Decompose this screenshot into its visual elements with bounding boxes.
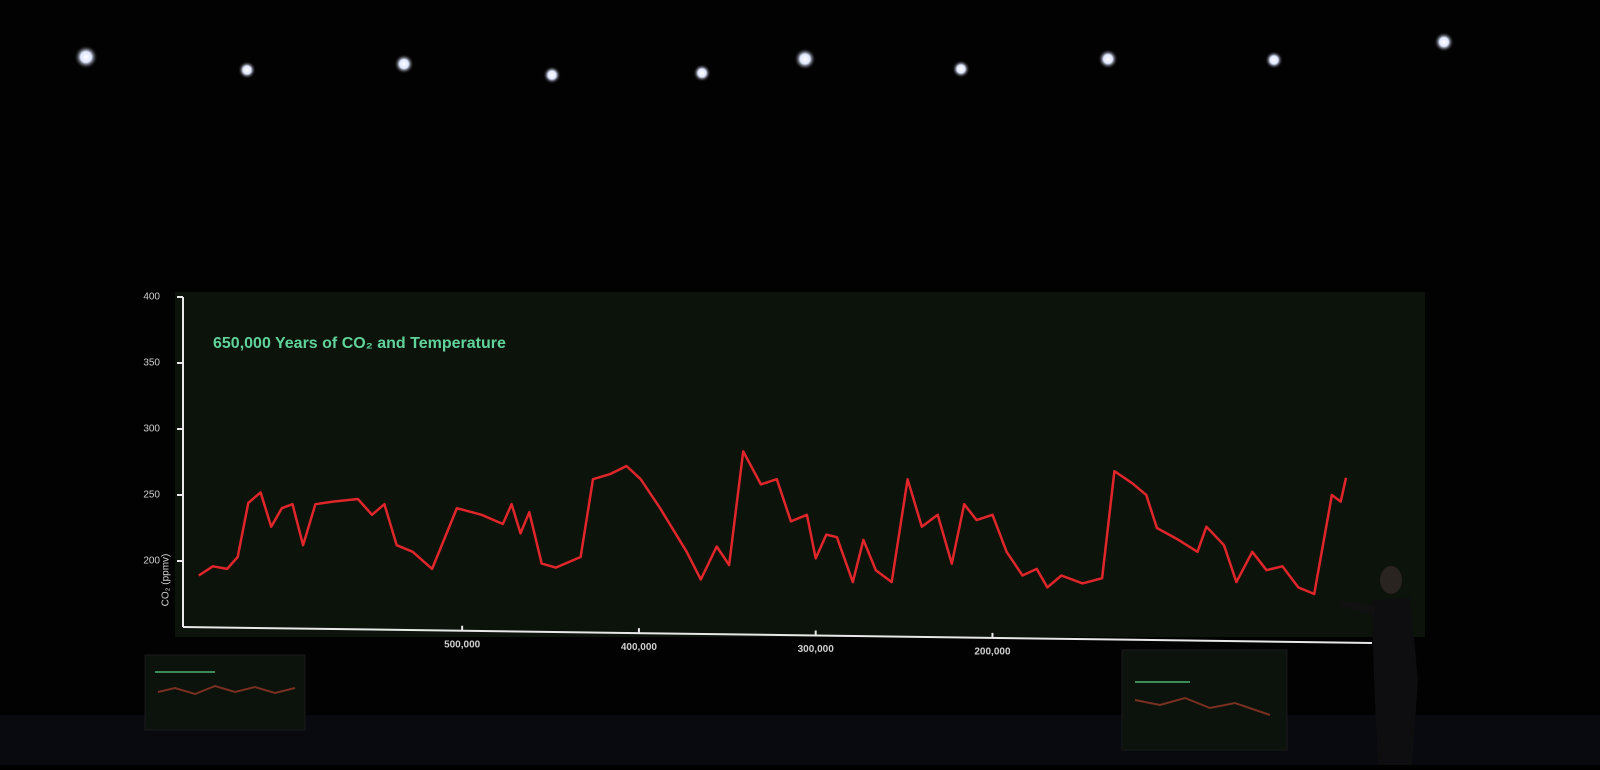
x-tick-label: 500,000 [444,639,481,650]
screen [175,292,1425,637]
y-tick-label: 200 [143,556,160,567]
x-tick-label: 400,000 [621,642,658,653]
plot: 400 350 300 250 200 500,000 400,000 300,000 200,… [143,292,1348,658]
presenter-arm [1340,600,1376,616]
monitor-left [144,654,306,731]
light [693,64,711,82]
light [238,61,256,79]
monitor-right [1121,649,1288,751]
y-axis-label: CO₂ (ppmv) [161,554,172,607]
x-tick-label: 200,000 [974,647,1011,658]
light [1265,51,1283,69]
presenter [1340,566,1418,765]
y-tick-label: 250 [143,490,160,501]
co2-line [198,450,1348,596]
y-tick-label: 350 [143,358,160,369]
presenter-head [1380,566,1402,594]
monitor-detail [1134,696,1271,716]
y-tick-label: 400 [143,292,160,303]
light [794,48,816,70]
light [1098,49,1118,69]
stage-lights [74,32,1454,84]
light [74,45,98,69]
monitor [1121,649,1288,751]
light [543,66,561,84]
light [394,54,414,74]
y-tick-label: 300 [143,424,160,435]
light [1434,32,1454,52]
presenter-body [1372,598,1418,765]
monitor-detail [157,684,296,696]
light [952,60,970,78]
chart-title: 650,000 Years of CO₂ and Temperature [213,335,506,352]
x-axis [182,626,1373,644]
x-tick-label: 300,000 [798,644,835,655]
